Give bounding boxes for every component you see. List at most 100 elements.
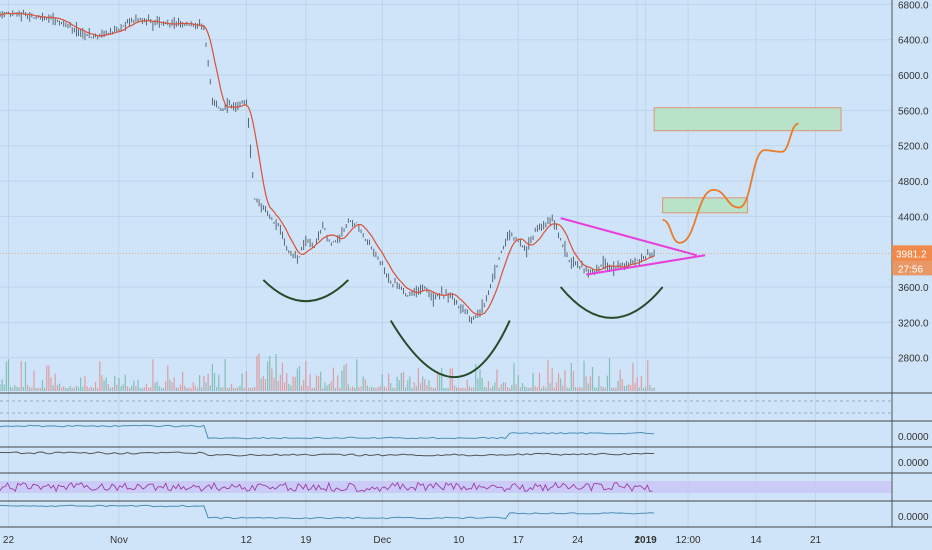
volume-bar-125 bbox=[264, 379, 267, 391]
time-tick-label-5: 10 bbox=[453, 535, 465, 546]
volume-bar-236 bbox=[500, 384, 502, 391]
volume-bar-106 bbox=[224, 359, 226, 391]
volume-bar-246 bbox=[521, 383, 524, 391]
volume-bar-161 bbox=[341, 370, 343, 391]
volume-bar-226 bbox=[479, 369, 481, 391]
time-tick-label-10: 12:00 bbox=[676, 535, 701, 546]
volume-bar-94 bbox=[199, 375, 201, 391]
volume-bar-124 bbox=[262, 376, 264, 391]
volume-bar-18 bbox=[37, 388, 39, 391]
volume-bar-58 bbox=[122, 384, 124, 391]
indicator-line-2 bbox=[0, 451, 655, 457]
volume-bar-174 bbox=[368, 387, 371, 391]
volume-bar-39 bbox=[82, 386, 84, 391]
volume-bar-225 bbox=[477, 378, 479, 391]
volume-bar-104 bbox=[220, 387, 222, 391]
volume-bar-96 bbox=[203, 376, 205, 391]
volume-bar-164 bbox=[347, 384, 349, 391]
volume-bar-274 bbox=[581, 387, 583, 391]
volume-bar-21 bbox=[44, 387, 46, 391]
volume-bar-255 bbox=[540, 388, 543, 391]
volume-bar-75 bbox=[158, 386, 160, 391]
volume-bar-191 bbox=[405, 387, 407, 391]
volume-bar-87 bbox=[184, 385, 186, 391]
drawing-overlays bbox=[262, 122, 799, 378]
volume-bar-254 bbox=[538, 372, 541, 391]
volume-bar-53 bbox=[111, 387, 114, 391]
volume-bar-205 bbox=[434, 387, 436, 391]
volume-bar-197 bbox=[417, 368, 419, 391]
price-axis[interactable]: 6800.0 6400.0 6000.0 5600.0 5200.0 4800.0 4400… bbox=[0, 0, 932, 527]
volume-bar-283 bbox=[600, 386, 602, 391]
volume-bar-184 bbox=[390, 383, 392, 391]
volume-bar-27 bbox=[56, 384, 58, 391]
volume-bar-177 bbox=[375, 387, 377, 391]
volume-bar-181 bbox=[383, 386, 386, 391]
volume-bar-215 bbox=[456, 387, 458, 391]
indicator-line-1 bbox=[0, 424, 655, 440]
volume-bar-292 bbox=[619, 369, 621, 391]
volume-bar-14 bbox=[29, 387, 31, 391]
volume-bar-266 bbox=[564, 370, 566, 391]
volume-bar-302 bbox=[640, 376, 642, 391]
volume-bar-194 bbox=[411, 387, 413, 391]
volume-bar-256 bbox=[543, 385, 545, 391]
volume-bar-37 bbox=[77, 387, 80, 391]
volume-bar-42 bbox=[88, 387, 90, 391]
volume-bar-60 bbox=[126, 386, 129, 391]
volume-bar-36 bbox=[75, 385, 78, 391]
time-tick-label-4: Dec bbox=[373, 535, 391, 546]
volume-bar-291 bbox=[617, 381, 619, 391]
rsi-line bbox=[0, 481, 653, 493]
triangle-upper-line bbox=[560, 217, 697, 257]
volume-bar-152 bbox=[322, 387, 324, 391]
volume-bar-33 bbox=[69, 386, 71, 391]
time-tick-label-8: 1 bbox=[634, 535, 640, 546]
price-tick-label-7: 3600.0 bbox=[898, 283, 929, 294]
volume-bar-277 bbox=[587, 383, 589, 391]
volume-bar-100 bbox=[211, 363, 213, 391]
volume-bar-56 bbox=[118, 378, 120, 391]
volume-bar-121 bbox=[256, 355, 258, 391]
volume-bar-294 bbox=[623, 386, 625, 391]
volume-bar-150 bbox=[317, 376, 320, 391]
volume-bar-154 bbox=[326, 385, 328, 391]
moving-average-line bbox=[0, 12, 655, 316]
volume-bar-31 bbox=[65, 387, 67, 391]
current-price-label: 3981.2 bbox=[896, 249, 927, 260]
volume-bar-208 bbox=[441, 367, 443, 391]
volume-bar-190 bbox=[402, 372, 405, 391]
volume-bar-301 bbox=[638, 387, 640, 391]
price-tick-label-6: 4400.0 bbox=[898, 212, 929, 223]
volume-bar-77 bbox=[162, 387, 165, 391]
volume-bar-144 bbox=[305, 360, 307, 391]
volume-bar-44 bbox=[92, 387, 95, 391]
volume-bar-170 bbox=[360, 386, 362, 391]
volume-bar-93 bbox=[196, 387, 199, 391]
volume-bar-82 bbox=[173, 377, 175, 391]
volume-bar-112 bbox=[237, 387, 239, 391]
volume-bar-240 bbox=[509, 387, 511, 391]
volume-bar-295 bbox=[625, 385, 628, 391]
volume-bar-186 bbox=[394, 387, 396, 391]
volume-bar-234 bbox=[496, 369, 498, 391]
time-tick-label-7: 24 bbox=[572, 535, 584, 546]
volume-bar-220 bbox=[466, 379, 468, 391]
volume-bar-244 bbox=[517, 375, 519, 391]
volume-bar-117 bbox=[247, 387, 250, 391]
volume-bar-268 bbox=[568, 387, 570, 391]
volume-bar-83 bbox=[175, 387, 177, 391]
volume-bar-304 bbox=[645, 386, 647, 391]
time-tick-label-1: Nov bbox=[110, 535, 128, 546]
volume-bar-290 bbox=[615, 387, 617, 391]
volume-bar-88 bbox=[186, 387, 188, 391]
volume-bar-280 bbox=[594, 387, 596, 391]
volume-bar-209 bbox=[443, 387, 445, 391]
volume-bar-86 bbox=[182, 371, 184, 391]
volume-bar-214 bbox=[453, 385, 456, 391]
volume-bar-80 bbox=[169, 379, 171, 391]
volume-bar-10 bbox=[20, 360, 22, 391]
volume-bar-107 bbox=[226, 387, 228, 391]
